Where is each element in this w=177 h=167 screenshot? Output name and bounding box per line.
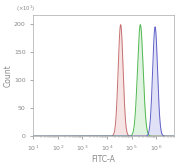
X-axis label: FITC-A: FITC-A: [92, 154, 115, 163]
Y-axis label: Count: Count: [4, 64, 12, 87]
Text: $(\times10^{1})$: $(\times10^{1})$: [16, 4, 36, 14]
